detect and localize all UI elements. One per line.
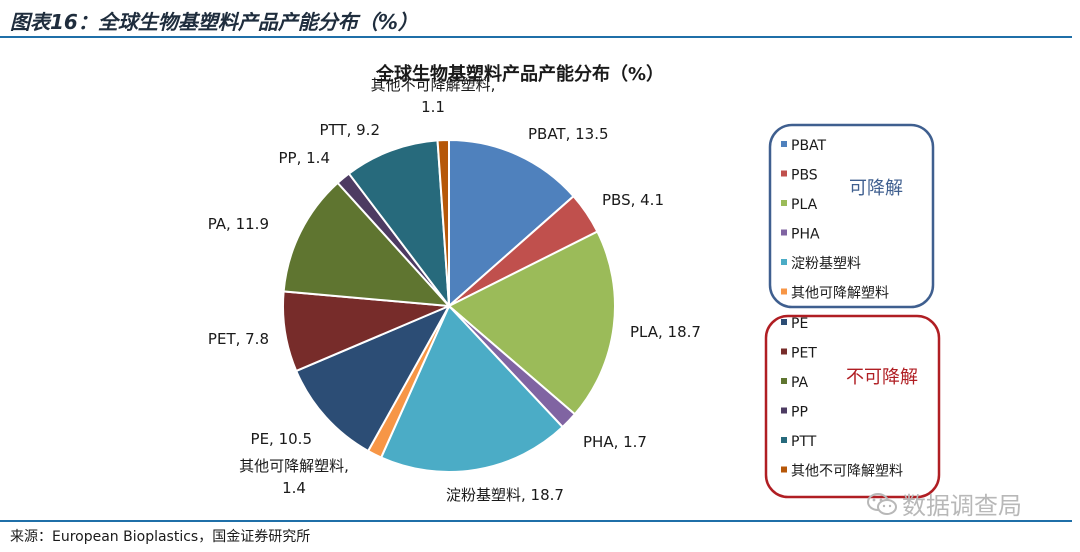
legend-swatch (781, 200, 787, 206)
legend-item: PBAT (791, 138, 827, 154)
legend-item: 其他可降解塑料 (791, 286, 889, 302)
legend-item: PP (791, 405, 808, 421)
legend-swatch (781, 319, 787, 325)
legend-group-title-1: 可降解 (849, 178, 903, 199)
slice-label-11: PTT, 9.2 (320, 121, 381, 139)
figure-title: 图表16：全球生物基塑料产品产能分布（%） (10, 10, 418, 34)
legend-item: 淀粉基塑料 (791, 255, 861, 272)
legend-item: PLA (791, 197, 818, 213)
slice-label-2: PBS, 4.1 (602, 191, 664, 209)
legend-swatch (781, 141, 787, 147)
legend-swatch (781, 466, 787, 473)
legend-swatch (781, 288, 787, 295)
slice-label-5: 淀粉基塑料, 18.7 (446, 486, 564, 504)
slice-label-12: 其他不可降解塑料, 1.1 (371, 76, 496, 116)
legend-item: PET (791, 346, 817, 362)
watermark-text: 数据调查局 (902, 492, 1022, 520)
wechat-icon (867, 492, 897, 515)
source-note: 来源：European Bioplastics，国金证券研究所 (10, 529, 311, 545)
pie-slice-12 (436, 138, 450, 307)
watermark: 数据调查局 (866, 486, 1022, 521)
legend-swatch (781, 259, 787, 265)
chart-title: 全球生物基塑料产品产能分布（%） (375, 63, 664, 85)
slice-label-8: PET, 7.8 (208, 330, 269, 348)
pie-slice-9 (282, 181, 452, 308)
figure-header: 图表16：全球生物基塑料产品产能分布（%） (0, 0, 1080, 38)
slice-label-4: PHA, 1.7 (583, 433, 647, 451)
slice-label-6: 其他可降解塑料, 1.4 (239, 457, 349, 497)
slice-label-1: PBAT, 13.5 (528, 125, 609, 143)
legend-item: PTT (791, 434, 817, 450)
legend-group-box-1 (768, 123, 935, 309)
legend-swatch (781, 437, 787, 443)
pie-slice-7 (294, 303, 452, 453)
legend-swatch (781, 407, 787, 414)
legend-item: 其他不可降解塑料 (791, 464, 903, 480)
pie-slice-1 (448, 138, 575, 309)
footer-rule (0, 520, 1072, 522)
header-rule (0, 36, 1072, 38)
pie-slice-3 (447, 230, 616, 416)
legend-swatch (781, 378, 787, 384)
slice-labels: PBAT, 13.5 PBS, 4.1 PLA, 18.7 PHA, 1.7 淀粉基塑料… (208, 76, 701, 504)
slice-label-3: PLA, 18.7 (630, 323, 701, 341)
slice-label-9: PA, 11.9 (208, 215, 269, 233)
legend-item: PE (791, 316, 808, 332)
legend-swatch (781, 229, 787, 236)
legend-group-box-2 (764, 314, 941, 499)
pie-slices (282, 138, 616, 473)
legend-swatch (781, 348, 787, 355)
legend-item: PBS (791, 168, 818, 184)
legend-swatch (781, 170, 787, 177)
pie-slice-11 (347, 139, 451, 310)
slice-label-10: PP, 1.4 (279, 149, 330, 167)
pie-slice-5 (379, 304, 565, 473)
legend-item: PHA (791, 227, 820, 243)
legend-group-title-2: 不可降解 (846, 367, 918, 388)
slice-label-7: PE, 10.5 (251, 430, 312, 448)
legend-item: PA (791, 375, 809, 391)
